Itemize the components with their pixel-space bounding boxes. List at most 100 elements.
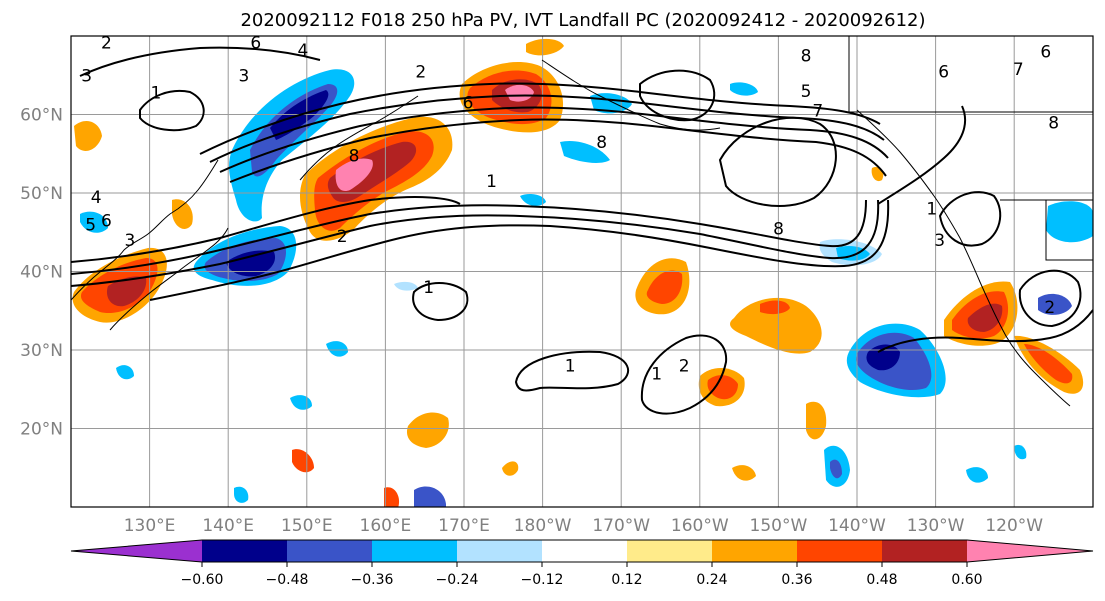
lat-tick-label: 20°N	[20, 420, 63, 440]
contour-label: 5	[801, 82, 812, 102]
colorbar-segment	[627, 540, 712, 562]
positive-anomaly-region	[292, 449, 314, 473]
contour-label: 3	[239, 66, 250, 86]
lon-tick-label: 130°E	[124, 516, 176, 536]
contour-label: 1	[651, 365, 662, 385]
contour-label: 6	[463, 94, 474, 114]
lon-tick-label: 140°W	[828, 516, 886, 536]
positive-anomaly-region	[106, 276, 147, 307]
negative-anomaly-region	[1038, 293, 1072, 315]
positive-anomaly-region	[760, 300, 790, 315]
contour-label: 1	[565, 357, 576, 377]
latitude-axis: 20°N 30°N 40°N 50°N 60°N	[20, 106, 63, 440]
contour-label: 1	[150, 84, 161, 104]
lon-tick-label: 150°W	[750, 516, 808, 536]
contour-line	[412, 282, 469, 322]
contour-line	[639, 69, 716, 122]
colorbar-segment	[457, 540, 542, 562]
positive-anomaly-region	[646, 270, 683, 304]
contour-label: 8	[1048, 113, 1059, 133]
colorbar-extend-low	[71, 540, 202, 562]
contour-label: 7	[812, 102, 823, 122]
colorbar-segment	[882, 540, 967, 562]
contour-line	[877, 309, 1093, 353]
colorbar-tick-label: −0.36	[351, 572, 394, 588]
negative-anomaly-region	[966, 467, 988, 483]
positive-anomaly-region	[505, 84, 534, 102]
map-frame	[70, 35, 1094, 508]
colorbar-segment	[287, 540, 372, 562]
positive-anomaly-region	[406, 412, 449, 448]
lat-tick-label: 40°N	[20, 263, 63, 283]
lon-tick-label: 140°E	[202, 516, 254, 536]
negative-anomaly-region	[116, 365, 134, 380]
contour-label: 1	[423, 278, 434, 298]
colorbar-tick-label: 0.60	[951, 572, 982, 588]
lon-tick-label: 150°E	[281, 516, 333, 536]
colorbar-segment	[372, 540, 457, 562]
positive-anomaly-region	[526, 38, 564, 56]
contour-label: 7	[1013, 60, 1024, 80]
colorbar-segment	[797, 540, 882, 562]
contour-label: 4	[91, 188, 102, 208]
longitude-axis: 130°E 140°E 150°E 160°E 170°E 180°W 170°…	[124, 516, 1044, 536]
colorbar-tick-label: 0.36	[781, 572, 812, 588]
colorbar-segment	[202, 540, 287, 562]
contour-label: 2	[101, 33, 112, 53]
contour-label: 2	[415, 62, 426, 82]
japan-coastline	[109, 227, 229, 331]
colorbar-tick-label: −0.12	[521, 572, 564, 588]
contour-line	[229, 118, 887, 183]
negative-anomaly-region	[730, 82, 758, 96]
colorbar: −0.60 −0.48 −0.36 −0.24 −0.12 0.12 0.24 …	[70, 539, 1094, 588]
positive-anomaly-region	[384, 487, 399, 507]
negative-anomaly-region	[326, 341, 348, 357]
contour-label: 6	[938, 62, 949, 82]
contour-label: 1	[926, 200, 937, 220]
colorbar-segment	[542, 540, 627, 562]
lon-tick-label: 160°E	[360, 516, 412, 536]
lon-tick-label: 130°W	[907, 516, 965, 536]
colorbar-ticks	[201, 562, 968, 567]
lon-tick-label: 170°E	[438, 516, 490, 536]
contour-label: 8	[596, 133, 607, 153]
negative-anomaly-region	[414, 486, 446, 507]
contour-line	[640, 334, 728, 415]
negative-anomaly-region	[520, 194, 546, 206]
colorbar-tick-label: −0.48	[266, 572, 309, 588]
contour-label: 3	[934, 231, 945, 251]
contour-label: 6	[1040, 43, 1051, 63]
positive-anomaly-region	[74, 121, 102, 151]
lon-tick-label: 170°W	[592, 516, 650, 536]
positive-anomaly-region	[707, 375, 738, 400]
contour-label: 6	[101, 211, 112, 231]
contour-line	[219, 106, 889, 173]
contour-line	[718, 116, 837, 208]
contour-line	[1018, 269, 1082, 328]
lat-tick-label: 50°N	[20, 184, 63, 204]
positive-anomaly-region	[732, 465, 756, 481]
positive-anomaly-region	[871, 166, 884, 182]
positive-anomaly-region	[730, 297, 822, 354]
contour-line	[149, 199, 890, 301]
kamchatka-coastline	[299, 95, 419, 181]
contour-label: 6	[250, 33, 261, 53]
colorbar-extend-high	[967, 540, 1093, 562]
contour-label: 3	[81, 66, 92, 86]
contour-label: 5	[85, 215, 96, 235]
contour-label: 2	[679, 357, 690, 377]
contour-line	[514, 350, 629, 392]
north-america-coastline	[856, 109, 1071, 407]
lat-tick-label: 60°N	[20, 106, 63, 126]
contour-line	[199, 82, 881, 155]
lon-tick-label: 160°W	[671, 516, 729, 536]
negative-anomaly-region	[226, 250, 276, 277]
negative-anomaly-region	[830, 459, 842, 479]
negative-anomaly-region	[1014, 444, 1027, 460]
negative-anomaly-region	[560, 140, 610, 163]
contour-line	[79, 46, 321, 77]
contour-line	[71, 196, 461, 263]
